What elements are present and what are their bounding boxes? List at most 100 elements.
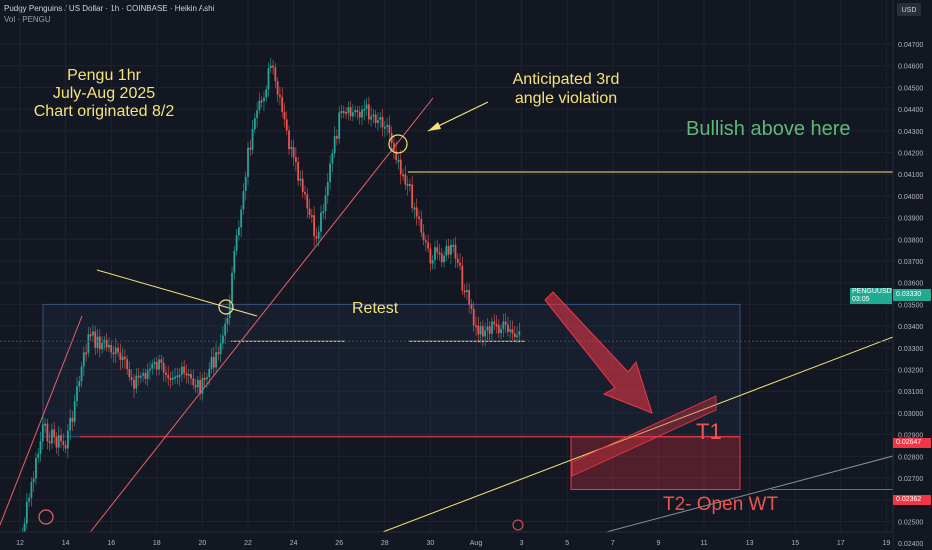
- candle-body: [55, 436, 58, 448]
- y-tick-label: 0.02700: [898, 476, 923, 483]
- x-tick-label: 19: [883, 540, 891, 547]
- last-price-tag: 0.03330: [893, 289, 931, 301]
- candle-body: [194, 384, 197, 388]
- candle-body: [317, 231, 320, 239]
- y-tick-label: 0.03000: [898, 411, 923, 418]
- x-tick-label: Aug: [470, 540, 483, 547]
- candle-body: [427, 242, 430, 249]
- candle-body: [98, 336, 101, 350]
- candle-body: [130, 377, 133, 380]
- candle-body: [128, 369, 131, 378]
- candle-body: [224, 323, 227, 336]
- candle-body: [114, 347, 117, 354]
- symbol-price-tag: PENGUUSD 03:05: [850, 288, 892, 304]
- candle-body: [354, 110, 357, 113]
- candle-body: [486, 326, 489, 331]
- candle-body: [333, 136, 336, 154]
- x-tick-label: 26: [335, 540, 343, 547]
- t1-wedge: [571, 395, 717, 477]
- candle-body: [66, 430, 69, 449]
- candle-body: [465, 289, 468, 292]
- candle-body: [265, 89, 268, 98]
- candle-body: [35, 457, 37, 479]
- candle-body: [310, 214, 313, 217]
- candle-body: [381, 117, 384, 128]
- candle-body: [393, 143, 395, 152]
- candle-body: [171, 377, 174, 380]
- candle-body: [240, 209, 243, 228]
- candle-body: [374, 114, 377, 123]
- currency-badge: [897, 3, 921, 16]
- candle-body: [46, 423, 49, 442]
- y-tick-label: 0.02800: [898, 454, 923, 461]
- candle-body: [308, 208, 311, 215]
- y-tick-label: 0.03900: [898, 216, 923, 223]
- candle-body: [450, 244, 452, 255]
- candle-body: [342, 111, 345, 114]
- y-tick-label: 0.04700: [898, 42, 923, 49]
- candle-body: [206, 377, 208, 380]
- candle-body: [493, 321, 496, 325]
- candle-body: [105, 339, 108, 348]
- x-tick-label: 9: [656, 540, 660, 547]
- t2-annotation: T2- Open WT: [663, 494, 778, 515]
- candle-body: [509, 329, 512, 332]
- candle-body: [76, 386, 78, 402]
- candle-body: [351, 112, 354, 117]
- candle-body: [62, 440, 65, 445]
- candle-body: [144, 373, 147, 379]
- candle-body: [276, 81, 279, 95]
- candle-body: [253, 118, 256, 130]
- candle-body: [386, 124, 388, 127]
- candle-body: [283, 111, 286, 120]
- candle-body: [174, 376, 176, 379]
- candle-body: [176, 375, 179, 378]
- candle-body: [112, 352, 115, 355]
- candle-body: [28, 497, 31, 502]
- candle-body: [60, 435, 62, 441]
- candle-body: [256, 110, 259, 119]
- candle-body: [452, 244, 455, 247]
- candle-body: [365, 104, 368, 109]
- candle-body: [117, 347, 119, 353]
- candle-body: [358, 111, 361, 118]
- candle-body: [37, 453, 40, 458]
- candle-body: [41, 424, 44, 442]
- candle-body: [472, 308, 475, 326]
- candle-body: [64, 444, 67, 449]
- candle-body: [137, 375, 140, 378]
- time-axis: [0, 532, 893, 550]
- candle-body: [513, 333, 516, 337]
- candle-body: [235, 235, 238, 251]
- candle-body: [290, 147, 293, 150]
- candle-body: [48, 441, 51, 444]
- candle-body: [324, 195, 327, 212]
- x-tick-label: 14: [62, 540, 70, 547]
- rising-support-line: [374, 336, 894, 536]
- candle-body: [251, 129, 254, 150]
- candle-body: [288, 130, 290, 150]
- candle-body: [226, 317, 229, 324]
- x-tick-label: 20: [199, 540, 207, 547]
- x-tick-label: 16: [107, 540, 115, 547]
- candle-body: [356, 110, 359, 113]
- candle-body: [180, 366, 183, 375]
- candle-body: [258, 100, 261, 111]
- candle-body: [233, 250, 236, 273]
- bullish-annotation: Bullish above here: [686, 118, 851, 140]
- candle-body: [479, 326, 482, 335]
- candle-body: [516, 335, 518, 338]
- candle-body: [167, 375, 170, 378]
- low-circle: [38, 509, 54, 525]
- candle-body: [397, 159, 400, 162]
- candle-body: [215, 352, 217, 368]
- candle-body: [461, 265, 464, 291]
- candle-body: [491, 321, 493, 334]
- title-annotation-line: Chart originated 8/2: [34, 103, 175, 120]
- candle-body: [440, 253, 443, 263]
- candle-body: [488, 326, 491, 334]
- candles: [1, 57, 521, 550]
- candle-body: [158, 359, 160, 370]
- price-axis: [893, 0, 932, 550]
